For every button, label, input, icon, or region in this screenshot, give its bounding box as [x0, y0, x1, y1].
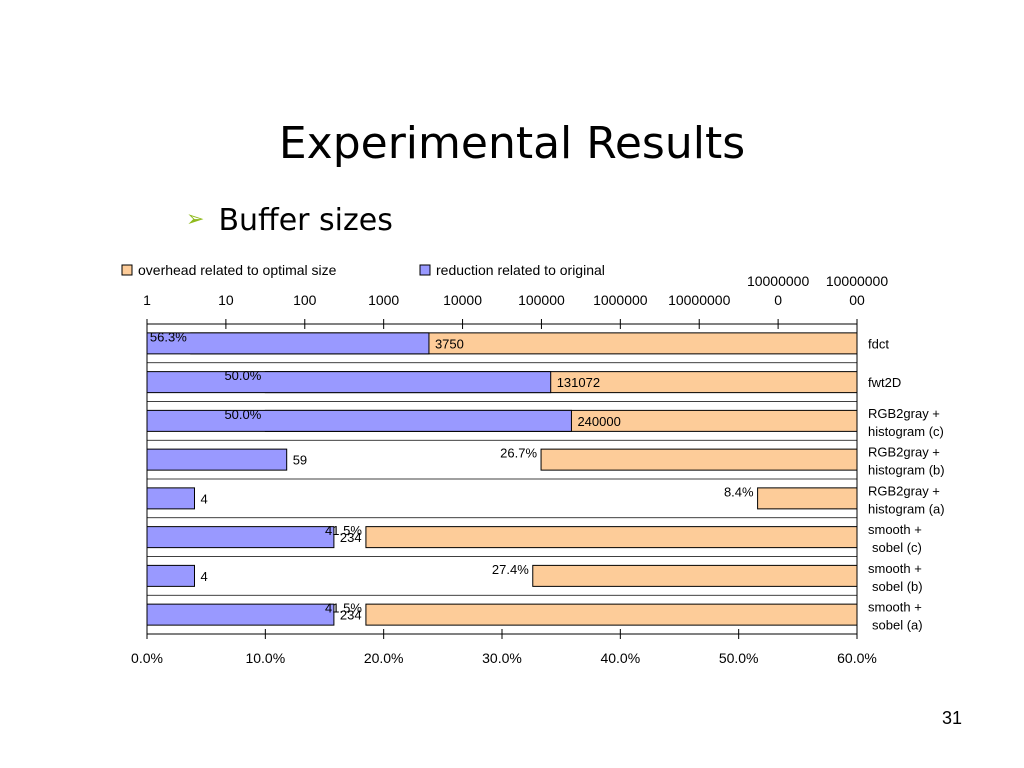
top-axis-tick-label: 10: [218, 292, 234, 308]
category-label: RGB2gray +: [868, 445, 940, 460]
top-axis-tick-label: 100: [293, 292, 317, 308]
bottom-axis-tick-label: 60.0%: [837, 650, 877, 666]
overhead-data-label: 8.4%: [724, 484, 754, 499]
category-label: RGB2gray +: [868, 483, 940, 498]
reduction-bar: [146, 448, 288, 471]
category-labels: fdct fwt2D RGB2gray + histogram (c) RGB2gray…: [868, 336, 945, 632]
top-axis-tick-label: 1000000: [593, 292, 648, 308]
overhead-data-label: 27.4%: [492, 562, 529, 577]
category-label: fwt2D: [868, 375, 901, 390]
bottom-axis-tick-label: 10.0%: [245, 650, 285, 666]
bottom-axis-tick-label: 40.0%: [600, 650, 640, 666]
reduction-data-label: 3750: [435, 336, 464, 351]
top-axis-tick-label: 1: [143, 292, 151, 308]
top-axis-tick-label: 10000000: [826, 273, 889, 289]
legend-label-1: overhead related to optimal size: [138, 262, 337, 278]
reduction-data-label: 234: [340, 530, 362, 545]
top-axis-tick-label: 10000000: [668, 292, 731, 308]
category-label: histogram (b): [868, 463, 945, 478]
legend-swatch-1: [121, 264, 133, 276]
category-label: fdct: [868, 336, 889, 351]
top-axis-tick-label: 0: [774, 292, 782, 308]
reduction-data-label: 240000: [577, 414, 620, 429]
category-label: sobel (c): [872, 540, 922, 555]
bottom-axis-tick-label: 30.0%: [482, 650, 522, 666]
category-label: smooth +: [868, 522, 922, 537]
category-label: smooth +: [868, 600, 922, 615]
arrow-bullet-icon: ➢: [186, 207, 205, 232]
overhead-bar: [365, 526, 858, 549]
reduction-bar: [146, 526, 335, 549]
overhead-bar: [365, 603, 858, 626]
top-axis-tick-label: 00: [849, 292, 865, 308]
reduction-data-label: 59: [293, 453, 307, 468]
reduction-bar: [146, 603, 335, 626]
overhead-data-label: 50.0%: [224, 368, 261, 383]
category-label: smooth +: [868, 561, 922, 576]
reduction-data-label: 4: [200, 491, 207, 506]
bottom-axis-tick-label: 0.0%: [131, 650, 163, 666]
bottom-axis-tick-label: 50.0%: [719, 650, 759, 666]
category-label: sobel (a): [872, 618, 923, 633]
overhead-bar: [532, 564, 858, 587]
overhead-data-label: 41.5%: [325, 601, 362, 616]
overhead-data-label: 41.5%: [325, 523, 362, 538]
top-axis: 1 10 100 1000 10000 100000 1000000 10000000 1000…: [143, 273, 888, 329]
overhead-bar: [757, 487, 858, 510]
top-axis-tick-label: 1000: [368, 292, 399, 308]
plot-area: 3750 56.3% 131072 50.0% 240000 50.0% 59 26.7% 4 8…: [146, 324, 858, 634]
category-label: histogram (a): [868, 501, 945, 516]
reduction-data-label: 4: [200, 569, 207, 584]
reduction-bar: [146, 371, 552, 394]
bottom-axis: 0.0% 10.0% 20.0% 30.0% 40.0% 50.0% 60.0%: [131, 629, 877, 666]
category-label: RGB2gray +: [868, 406, 940, 421]
slide-title: Experimental Results: [278, 118, 746, 169]
top-axis-tick-label: 10000: [443, 292, 482, 308]
overhead-data-label: 56.3%: [150, 329, 187, 344]
reduction-bar: [146, 332, 430, 355]
reduction-bar: [146, 564, 195, 587]
top-axis-tick-label: 100000: [518, 292, 565, 308]
category-label: histogram (c): [868, 424, 944, 439]
legend-swatch-2: [419, 264, 431, 276]
bullet-text: Buffer sizes: [218, 203, 393, 238]
overhead-data-label: 26.7%: [500, 446, 537, 461]
overhead-bar: [540, 448, 858, 471]
top-axis-tick-label: 10000000: [747, 273, 810, 289]
reduction-data-label: 131072: [557, 375, 600, 390]
reduction-bar: [146, 409, 572, 432]
bullet-item: ➢ Buffer sizes: [186, 203, 393, 238]
legend: overhead related to optimal size reductio…: [121, 262, 605, 278]
category-label: sobel (b): [872, 579, 923, 594]
slide-number: 31: [941, 708, 962, 728]
reduction-bar: [146, 487, 195, 510]
legend-label-2: reduction related to original: [436, 262, 605, 278]
reduction-data-label: 234: [340, 608, 362, 623]
bottom-axis-tick-label: 20.0%: [364, 650, 404, 666]
overhead-data-label: 50.0%: [224, 407, 261, 422]
